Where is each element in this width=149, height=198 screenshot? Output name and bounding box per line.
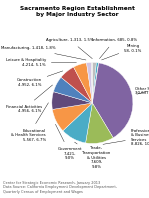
Wedge shape xyxy=(61,67,92,103)
Text: Trade,
Transportation
& Utilities
7,609,
9.8%: Trade, Transportation & Utilities 7,609,… xyxy=(74,142,111,169)
Wedge shape xyxy=(92,63,99,103)
Wedge shape xyxy=(53,77,92,103)
Wedge shape xyxy=(92,63,98,103)
Wedge shape xyxy=(92,62,96,103)
Wedge shape xyxy=(92,63,133,138)
Text: Center for Strategic Economic Research, January 2013
Data Source: California Emp: Center for Strategic Economic Research, … xyxy=(3,181,117,194)
Wedge shape xyxy=(52,103,92,131)
Wedge shape xyxy=(91,62,92,103)
Text: Manufacturing, 1,418, 1.8%: Manufacturing, 1,418, 1.8% xyxy=(1,46,86,60)
Text: Professional
& Business
Services
8,826, 10.7%: Professional & Business Services 8,826, … xyxy=(103,129,149,146)
Text: Other Services
30,637, 37.0%: Other Services 30,637, 37.0% xyxy=(135,87,149,95)
Text: Financial Activities
4,956, 6.1%: Financial Activities 4,956, 6.1% xyxy=(6,85,53,113)
Wedge shape xyxy=(86,103,113,144)
Wedge shape xyxy=(74,63,92,103)
Wedge shape xyxy=(87,62,92,103)
Text: Government
7,421,
9.0%: Government 7,421, 9.0% xyxy=(55,124,82,160)
Text: Agriculture, 1,313, 1.5%: Agriculture, 1,313, 1.5% xyxy=(46,38,94,59)
Wedge shape xyxy=(63,103,92,143)
Text: Information, 685, 0.8%: Information, 685, 0.8% xyxy=(92,38,137,59)
Text: Leisure & Hospitality
4,214, 5.1%: Leisure & Hospitality 4,214, 5.1% xyxy=(6,58,76,67)
Text: Construction
4,952, 6.1%: Construction 4,952, 6.1% xyxy=(17,71,63,87)
Text: Mining
58, 0.1%: Mining 58, 0.1% xyxy=(102,44,142,60)
Wedge shape xyxy=(52,92,92,109)
Text: Educational
& Health Services
5,567, 6.7%: Educational & Health Services 5,567, 6.7… xyxy=(11,103,48,142)
Text: Sacramento Region Establishment
by Major Industry Sector: Sacramento Region Establishment by Major… xyxy=(20,6,135,17)
